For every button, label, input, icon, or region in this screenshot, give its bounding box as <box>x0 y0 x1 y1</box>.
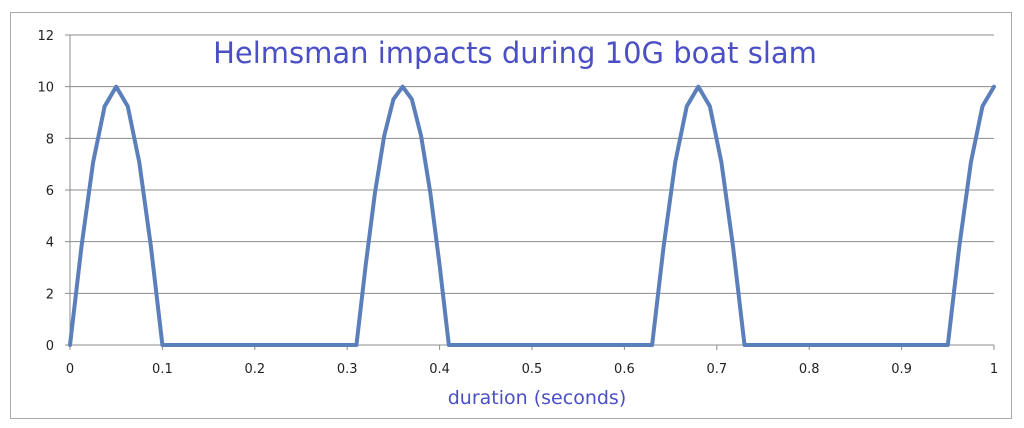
y-tick-label: 10 <box>37 81 54 96</box>
y-tick-label: 6 <box>46 184 54 199</box>
x-tick-label: 0.4 <box>429 362 450 377</box>
y-tick-labels: 0 2 4 6 8 10 12 <box>37 29 54 354</box>
x-tick-label: 0.5 <box>522 362 543 377</box>
x-tick-label: 0.1 <box>152 362 173 377</box>
x-tick-label: 1 <box>990 362 998 377</box>
axes <box>65 34 995 350</box>
grid-lines <box>70 34 994 294</box>
y-tick-label: 4 <box>46 236 54 251</box>
y-tick-label: 2 <box>46 287 54 302</box>
x-tick-label: 0.6 <box>614 362 635 377</box>
chart-frame <box>10 12 1012 419</box>
y-tick-label: 12 <box>37 29 54 44</box>
x-tick-label: 0.7 <box>706 362 727 377</box>
chart-title: Helmsman impacts during 10G boat slam <box>213 36 817 70</box>
series-line-0 <box>68 84 996 347</box>
y-tick-label: 0 <box>46 339 54 354</box>
x-tick-labels: 0 0.1 0.2 0.3 0.4 0.5 0.6 0.7 0.8 0.9 1 <box>66 362 998 377</box>
series-group <box>68 84 996 347</box>
x-tick-label: 0.2 <box>244 362 265 377</box>
x-tick-label: 0 <box>66 362 74 377</box>
y-tick-label: 8 <box>46 132 54 147</box>
x-axis-label: duration (seconds) <box>448 387 626 409</box>
x-tick-label: 0.9 <box>891 362 912 377</box>
x-tick-label: 0.3 <box>337 362 358 377</box>
x-tick-label: 0.8 <box>799 362 820 377</box>
